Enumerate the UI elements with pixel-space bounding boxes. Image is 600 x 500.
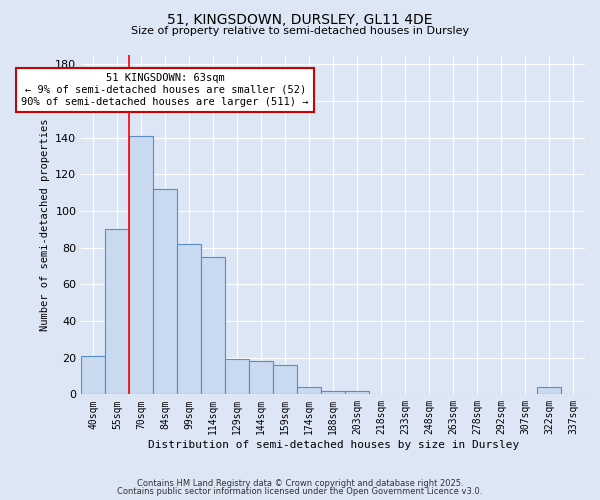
Text: Contains HM Land Registry data © Crown copyright and database right 2025.: Contains HM Land Registry data © Crown c… (137, 478, 463, 488)
Y-axis label: Number of semi-detached properties: Number of semi-detached properties (40, 118, 50, 331)
X-axis label: Distribution of semi-detached houses by size in Dursley: Distribution of semi-detached houses by … (148, 440, 519, 450)
Bar (537, 387, 561, 394)
Text: 51 KINGSDOWN: 63sqm
← 9% of semi-detached houses are smaller (52)
90% of semi-de: 51 KINGSDOWN: 63sqm ← 9% of semi-detache… (22, 74, 309, 106)
Bar (105, 230, 129, 394)
Bar (345, 390, 369, 394)
Text: Size of property relative to semi-detached houses in Dursley: Size of property relative to semi-detach… (131, 26, 469, 36)
Bar (153, 189, 177, 394)
Text: Contains public sector information licensed under the Open Government Licence v3: Contains public sector information licen… (118, 487, 482, 496)
Bar (273, 365, 297, 394)
Bar (129, 136, 153, 394)
Bar (249, 362, 273, 394)
Bar (225, 360, 249, 394)
Bar (177, 244, 201, 394)
Bar (321, 390, 345, 394)
Text: 51, KINGSDOWN, DURSLEY, GL11 4DE: 51, KINGSDOWN, DURSLEY, GL11 4DE (167, 12, 433, 26)
Bar (81, 356, 105, 395)
Bar (201, 257, 225, 394)
Bar (297, 387, 321, 394)
